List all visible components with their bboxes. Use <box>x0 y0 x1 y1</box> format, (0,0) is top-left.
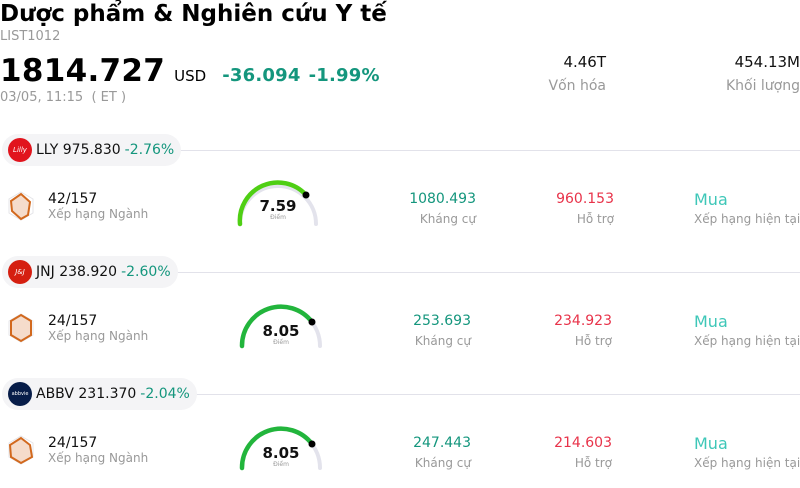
resistance: 1080.493 Kháng cự <box>409 191 476 227</box>
stock-price: 975.830 <box>62 142 121 158</box>
industry-rank-label: Xếp hạng Ngành <box>48 451 149 465</box>
stock-pill-jnj[interactable]: J&J JNJ 238.920 -2.60% <box>2 256 178 288</box>
volume-stat: 454.13M Khối lượng <box>726 53 800 95</box>
stock-card: Lilly LLY 975.830 -2.76% 42/157 Xếp hạng… <box>0 134 800 256</box>
support: 234.923 Hỗ trợ <box>554 313 612 349</box>
support-value: 234.923 <box>554 313 612 329</box>
divider <box>170 150 800 151</box>
index-price: 1814.727 <box>0 53 166 89</box>
industry-rank-value: 42/157 <box>48 191 98 207</box>
industry-rank-radar-icon <box>8 435 34 465</box>
current-rating: Mua Xếp hạng hiện tại <box>694 190 800 227</box>
score-gauge: 8.05 Điểm <box>236 300 332 352</box>
current-rating: Mua Xếp hạng hiện tại <box>694 434 800 471</box>
score-gauge: 7.59 Điểm <box>232 178 328 230</box>
timestamp: 03/05, 11:15 ( ET ) <box>0 90 127 105</box>
resistance: 247.443 Kháng cự <box>413 435 471 471</box>
rating-value: Mua <box>694 434 728 453</box>
support: 960.153 Hỗ trợ <box>556 191 614 227</box>
score-label: Điểm <box>273 339 289 346</box>
stock-change-pct: -2.60% <box>121 264 171 280</box>
stock-symbol: JNJ <box>36 264 55 280</box>
market-cap-value: 4.46T <box>563 53 606 71</box>
support-value: 214.603 <box>554 435 612 451</box>
support-value: 960.153 <box>556 191 614 207</box>
rating-label: Xếp hạng hiện tại <box>694 456 800 470</box>
stock-symbol: LLY <box>36 142 59 158</box>
divider <box>170 272 800 273</box>
price-row: 1814.727 USD -36.094 -1.99% <box>0 53 380 89</box>
resistance-label: Kháng cự <box>419 212 476 226</box>
support-label: Hỗ trợ <box>574 334 612 348</box>
gauge-arc-icon <box>239 426 322 471</box>
score-value: 8.05 <box>262 444 300 462</box>
support-label: Hỗ trợ <box>576 212 614 226</box>
market-cap-label: Vốn hóa <box>548 78 606 94</box>
score-label: Điểm <box>270 214 286 221</box>
industry-rank-radar-icon <box>8 313 34 343</box>
industry-rank-label: Xếp hạng Ngành <box>48 207 149 221</box>
abbv-logo-icon: abbvie <box>8 382 32 406</box>
price-change: -36.094 <box>222 65 301 86</box>
stock-change-pct: -2.76% <box>124 142 175 158</box>
score-value: 8.05 <box>262 322 300 340</box>
market-cap-stat: 4.46T Vốn hóa <box>549 53 606 95</box>
rating-label: Xếp hạng hiện tại <box>694 334 800 348</box>
page-title: Dược phẩm & Nghiên cứu Y tế <box>0 1 387 27</box>
rating-value: Mua <box>694 190 728 209</box>
resistance-value: 247.443 <box>413 435 471 451</box>
index-code: LIST1012 <box>0 29 61 44</box>
stock-card: abbvie ABBV 231.370 -2.04% 24/157 Xếp hạ… <box>0 378 800 488</box>
support: 214.603 Hỗ trợ <box>554 435 612 471</box>
rating-label: Xếp hạng hiện tại <box>694 212 800 226</box>
stock-price: 231.370 <box>78 386 137 402</box>
stock-change-pct: -2.04% <box>140 386 190 402</box>
stock-symbol: ABBV <box>36 386 74 402</box>
industry-rank-value: 24/157 <box>48 313 98 329</box>
stock-card: J&J JNJ 238.920 -2.60% 24/157 Xếp hạng N… <box>0 256 800 378</box>
score-value: 7.59 <box>259 197 297 215</box>
lly-logo-icon: Lilly <box>8 138 32 162</box>
industry-rank-radar-icon <box>8 191 34 221</box>
price-change-pct: -1.99% <box>308 65 380 86</box>
industry-rank-label: Xếp hạng Ngành <box>48 329 149 343</box>
support-label: Hỗ trợ <box>574 456 612 470</box>
rating-value: Mua <box>694 312 728 331</box>
resistance-value: 253.693 <box>413 313 471 329</box>
stock-price: 238.920 <box>59 264 118 280</box>
resistance-label: Kháng cự <box>414 334 471 348</box>
resistance-value: 1080.493 <box>409 191 476 207</box>
stock-pill-lly[interactable]: Lilly LLY 975.830 -2.76% <box>2 134 182 166</box>
gauge-arc-icon <box>239 304 322 349</box>
resistance-label: Kháng cự <box>414 456 471 470</box>
score-gauge: 8.05 Điểm <box>236 422 332 474</box>
gauge-arc-icon <box>237 180 318 227</box>
divider <box>192 394 800 395</box>
jnj-logo-icon: J&J <box>8 260 32 284</box>
currency: USD <box>174 67 207 85</box>
score-label: Điểm <box>273 461 289 468</box>
volume-label: Khối lượng <box>725 78 800 94</box>
current-rating: Mua Xếp hạng hiện tại <box>694 312 800 349</box>
stock-pill-abbv[interactable]: abbvie ABBV 231.370 -2.04% <box>2 378 197 410</box>
industry-rank-value: 24/157 <box>48 435 98 451</box>
volume-value: 454.13M <box>734 53 800 71</box>
resistance: 253.693 Kháng cự <box>413 313 471 349</box>
